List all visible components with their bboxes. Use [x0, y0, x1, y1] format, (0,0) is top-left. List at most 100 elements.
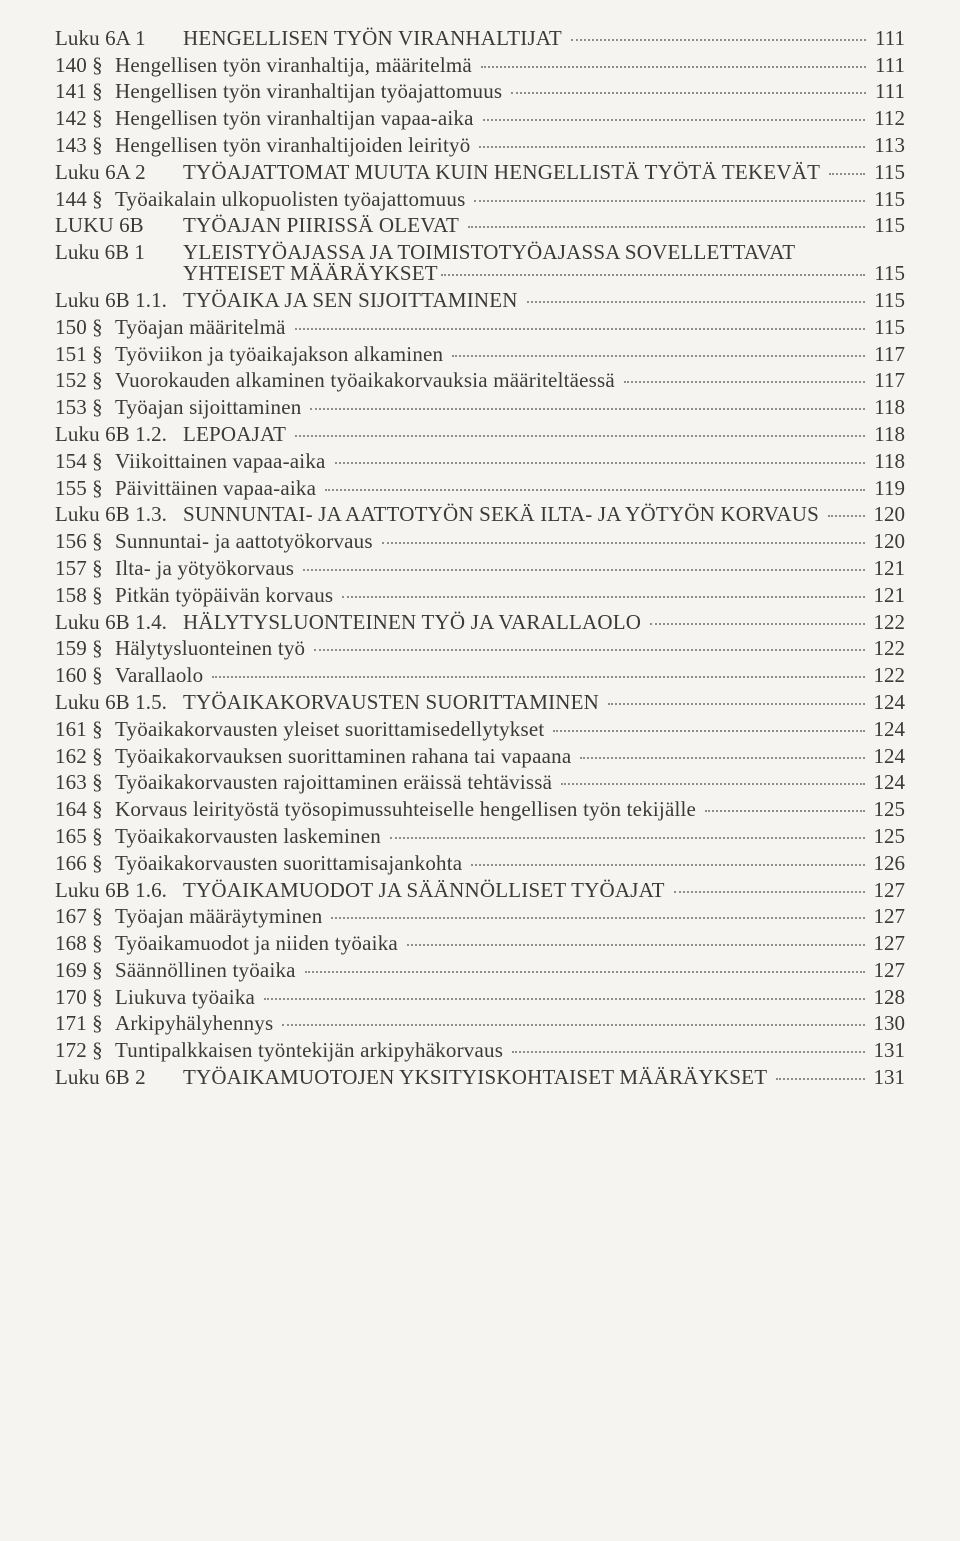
toc-entry-label: 156 §Sunnuntai- ja aattotyökorvaus: [55, 531, 379, 552]
toc-entry-page: 120: [868, 504, 906, 525]
toc-entry: 172 §Tuntipalkkaisen työntekijän arkipyh…: [55, 1040, 905, 1061]
toc-leader-dots: [441, 274, 865, 276]
toc-entry-prefix: 171 §: [55, 1013, 115, 1034]
toc-entry-title: Työviikon ja työaikajakson alkaminen: [115, 342, 443, 366]
toc-leader-dots: [705, 810, 864, 812]
toc-entry: Luku 6B 1.5.TYÖAIKAKORVAUSTEN SUORITTAMI…: [55, 692, 905, 713]
toc-leader-dots: [481, 66, 866, 68]
toc-entry-title: Päivittäinen vapaa-aika: [115, 476, 316, 500]
toc-entry-prefix: 167 §: [55, 906, 115, 927]
toc-entry-prefix: 172 §: [55, 1040, 115, 1061]
toc-entry-label: 170 §Liukuva työaika: [55, 987, 261, 1008]
toc-leader-dots: [303, 569, 864, 571]
toc-entry-page: 125: [868, 826, 906, 847]
toc-entry: LUKU 6BTYÖAJAN PIIRISSÄ OLEVAT115: [55, 215, 905, 236]
toc-entry-title: Työaikakorvausten rajoittaminen eräissä …: [115, 770, 552, 794]
toc-entry-prefix: Luku 6B 2: [55, 1067, 183, 1088]
toc-leader-dots: [264, 998, 864, 1000]
toc-entry-prefix: 164 §: [55, 799, 115, 820]
toc-entry-prefix: 161 §: [55, 719, 115, 740]
toc-entry-title: SUNNUNTAI- JA AATTOTYÖN SEKÄ ILTA- JA YÖ…: [183, 502, 819, 526]
toc-entry-prefix: 169 §: [55, 960, 115, 981]
toc-entry-title: Pitkän työpäivän korvaus: [115, 583, 333, 607]
toc-leader-dots: [342, 596, 864, 598]
toc-leader-dots: [624, 381, 865, 383]
toc-leader-dots: [553, 730, 864, 732]
toc-leader-dots: [561, 783, 864, 785]
toc-entry-page: 128: [868, 987, 906, 1008]
toc-entry-label: Luku 6A 2TYÖAJATTOMAT MUUTA KUIN HENGELL…: [55, 162, 826, 183]
toc-entry-title: TYÖAIKAKORVAUSTEN SUORITTAMINEN: [183, 690, 599, 714]
toc-entry-title: Työaikalain ulkopuolisten työajattomuus: [115, 187, 465, 211]
toc-entry-prefix: 156 §: [55, 531, 115, 552]
toc-leader-dots: [325, 489, 865, 491]
toc-entry-page: 130: [868, 1013, 906, 1034]
toc-entry-page: 120: [868, 531, 906, 552]
toc-entry-title: Työajan määräytyminen: [115, 904, 322, 928]
toc-entry-page: 113: [868, 135, 905, 156]
toc-entry-label: 163 §Työaikakorvausten rajoittaminen erä…: [55, 772, 558, 793]
toc-entry-prefix: 154 §: [55, 451, 115, 472]
toc-entry: Luku 6A 2TYÖAJATTOMAT MUUTA KUIN HENGELL…: [55, 162, 905, 183]
toc-entry-label: 162 §Työaikakorvauksen suorittaminen rah…: [55, 746, 577, 767]
toc-entry: 156 §Sunnuntai- ja aattotyökorvaus 120: [55, 531, 905, 552]
toc-entry-title: Varallaolo: [115, 663, 203, 687]
toc-entry-page: 124: [868, 692, 906, 713]
toc-entry-label: 143 §Hengellisen työn viranhaltijoiden l…: [55, 135, 476, 156]
toc-entry-label: 153 §Työajan sijoittaminen: [55, 397, 307, 418]
toc-entry-page: 131: [868, 1067, 906, 1088]
toc-entry-label: 151 §Työviikon ja työaikajakson alkamine…: [55, 344, 449, 365]
toc-entry-page: 115: [868, 189, 905, 210]
toc-entry: 169 §Säännöllinen työaika 127: [55, 960, 905, 981]
toc-entry: Luku 6A 1HENGELLISEN TYÖN VIRANHALTIJAT1…: [55, 28, 905, 49]
toc-leader-dots: [511, 92, 866, 94]
toc-page: Luku 6A 1HENGELLISEN TYÖN VIRANHALTIJAT 1…: [0, 0, 960, 1541]
toc-entry-title: Korvaus leirityöstä työsopimussuhteisell…: [115, 797, 696, 821]
toc-entry-label: Luku 6B 1.5.TYÖAIKAKORVAUSTEN SUORITTAMI…: [55, 692, 605, 713]
toc-entry-page: 122: [868, 665, 906, 686]
toc-entry: Luku 6B 2TYÖAIKAMUOTOJEN YKSITYISKOHTAIS…: [55, 1067, 905, 1088]
toc-entry: 171 §Arkipyhälyhennys 130: [55, 1013, 905, 1034]
toc-leader-dots: [571, 39, 866, 41]
toc-leader-dots: [407, 944, 865, 946]
toc-entry-label: Luku 6B 1.3.SUNNUNTAI- JA AATTOTYÖN SEKÄ…: [55, 504, 825, 525]
toc-entry-label: Luku 6A 1HENGELLISEN TYÖN VIRANHALTIJAT: [55, 28, 568, 49]
toc-entry: 165 §Työaikakorvausten laskeminen 125: [55, 826, 905, 847]
toc-leader-dots: [512, 1051, 864, 1053]
toc-entry-page: 127: [868, 960, 906, 981]
toc-entry: 159 §Hälytysluonteinen työ122: [55, 638, 905, 659]
toc-entry: 141 §Hengellisen työn viranhaltijan työa…: [55, 81, 905, 102]
toc-entry-page: 127: [868, 906, 906, 927]
toc-entry-label: 157 §Ilta- ja yötyökorvaus: [55, 558, 300, 579]
toc-entry-prefix: Luku 6B 1.4.: [55, 612, 183, 633]
toc-entry-prefix: 142 §: [55, 108, 115, 129]
toc-entry-page: 122: [868, 612, 906, 633]
toc-entry-prefix: 157 §: [55, 558, 115, 579]
toc-entry-title: Säännöllinen työaika: [115, 958, 296, 982]
toc-entry: Luku 6B 1.3.SUNNUNTAI- JA AATTOTYÖN SEKÄ…: [55, 504, 905, 525]
toc-entry-label: 165 §Työaikakorvausten laskeminen: [55, 826, 387, 847]
toc-leader-dots: [483, 119, 866, 121]
toc-entry-page: 117: [868, 344, 905, 365]
toc-entry-label: 140 §Hengellisen työn viranhaltija, määr…: [55, 55, 478, 76]
toc-entry-label: Luku 6B 2TYÖAIKAMUOTOJEN YKSITYISKOHTAIS…: [55, 1067, 773, 1088]
toc-entry-prefix: 152 §: [55, 370, 115, 391]
toc-entry-title: TYÖAIKAMUODOT JA SÄÄNNÖLLISET TYÖAJAT: [183, 878, 665, 902]
toc-entry-label: 152 §Vuorokauden alkaminen työaikakorvau…: [55, 370, 621, 391]
toc-leader-dots: [305, 971, 865, 973]
toc-entry: 155 §Päivittäinen vapaa-aika119: [55, 478, 905, 499]
toc-entry: Luku 6B 1.1.TYÖAIKA JA SEN SIJOITTAMINEN…: [55, 290, 905, 311]
toc-entry-page: 121: [868, 558, 906, 579]
toc-leader-dots: [776, 1078, 864, 1080]
toc-entry: Luku 6B 1.4.HÄLYTYSLUONTEINEN TYÖ JA VAR…: [55, 612, 905, 633]
toc-entry: 160 §Varallaolo122: [55, 665, 905, 686]
toc-entry-prefix: 150 §: [55, 317, 115, 338]
toc-entry-title: Hengellisen työn viranhaltijan työajatto…: [115, 79, 502, 103]
toc-entry-page: 121: [868, 585, 906, 606]
toc-leader-dots: [580, 757, 864, 759]
toc-entry-title: Työajan määritelmä: [115, 315, 286, 339]
toc-entry-label: 150 §Työajan määritelmä: [55, 317, 292, 338]
toc-entry-title: Hengellisen työn viranhaltija, määritelm…: [115, 53, 472, 77]
toc-entry-label: 171 §Arkipyhälyhennys: [55, 1013, 279, 1034]
toc-entry-page: 124: [868, 772, 906, 793]
